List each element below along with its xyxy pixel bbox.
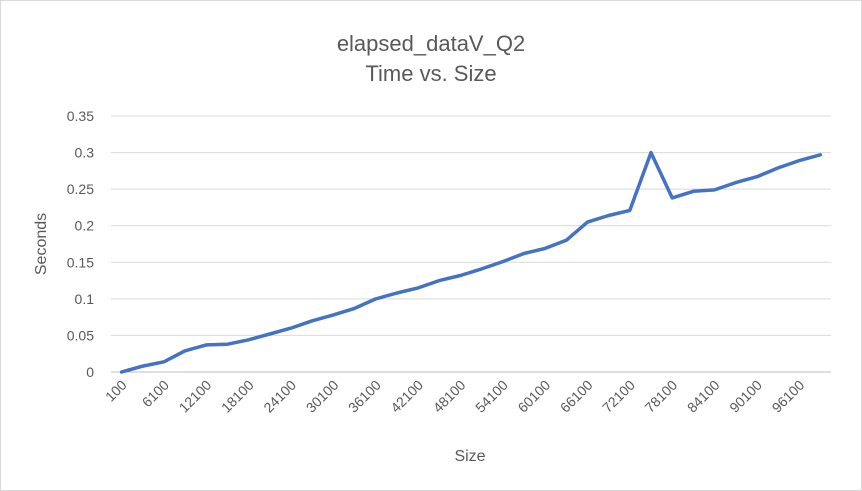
series-layer (119, 150, 823, 374)
series-line (119, 150, 823, 374)
x-tick-label: 36100 (345, 377, 384, 416)
y-tick-label: 0.1 (75, 291, 95, 307)
x-tick-label: 30100 (303, 377, 342, 416)
x-tick-label: 18100 (218, 377, 257, 416)
y-tick-label: 0.35 (67, 108, 94, 124)
chart-title: elapsed_dataV_Q2 (337, 31, 525, 56)
x-tick-label: 72100 (599, 377, 638, 416)
x-tick-label: 54100 (472, 377, 511, 416)
x-tick-label: 84100 (684, 377, 723, 416)
y-tick-label: 0 (86, 364, 94, 380)
x-tick-label: 100 (102, 377, 130, 405)
gridlines (111, 115, 831, 373)
x-tick-label: 6100 (139, 377, 172, 410)
x-tick-label: 96100 (769, 377, 808, 416)
chart-subtitle: Time vs. Size (365, 61, 496, 86)
x-tick-label: 66100 (557, 377, 596, 416)
x-tick-label: 60100 (514, 377, 553, 416)
y-tick-label: 0.15 (67, 254, 94, 270)
x-tick-label: 24100 (260, 377, 299, 416)
x-tick-labels: 100 6100 12100 18100 24100 30100 36100 42100 481… (102, 377, 808, 416)
x-tick-label: 90100 (726, 377, 765, 416)
x-tick-label: 42100 (387, 377, 426, 416)
x-tick-label: 12100 (176, 377, 215, 416)
x-tick-label: 78100 (641, 377, 680, 416)
y-tick-label: 0.2 (75, 218, 95, 234)
y-tick-label: 0.25 (67, 181, 94, 197)
x-axis-label: Size (454, 448, 485, 465)
y-tick-labels: 0 0.05 0.1 0.15 0.2 0.25 0.3 0.35 (67, 108, 94, 380)
x-tick-label: 48100 (430, 377, 469, 416)
y-axis-label: Seconds (33, 213, 50, 275)
y-tick-label: 0.3 (75, 145, 95, 161)
y-tick-label: 0.05 (67, 327, 94, 343)
